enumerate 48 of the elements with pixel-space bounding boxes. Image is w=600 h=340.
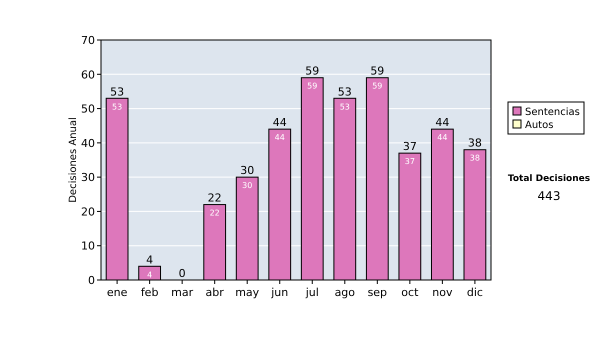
x-tick-label: feb — [140, 286, 158, 299]
x-tick-label: jun — [270, 286, 288, 299]
data-label: 59 — [307, 82, 318, 91]
data-label: 30 — [242, 181, 252, 190]
data-label: 59 — [372, 82, 382, 91]
x-tick-label: oct — [401, 286, 420, 299]
y-tick-label: 20 — [81, 205, 95, 218]
legend-label: Sentencias — [525, 107, 580, 118]
data-label: 53 — [340, 102, 350, 112]
x-tick-label: ago — [334, 286, 356, 299]
data-label: 4 — [147, 270, 152, 280]
legend-label: Autos — [525, 120, 554, 131]
total-label: 38 — [468, 136, 482, 150]
x-tick-label: may — [235, 286, 260, 299]
data-label: 44 — [437, 133, 448, 142]
total-label: 44 — [272, 116, 287, 130]
y-tick-label: 50 — [81, 102, 95, 116]
y-tick-label: 60 — [81, 68, 95, 82]
x-tick-label: nov — [432, 286, 453, 299]
y-axis-title: Decisiones Anual — [68, 117, 79, 203]
y-tick-label: 0 — [88, 274, 95, 287]
y-tick-label: 40 — [81, 136, 95, 150]
text: 443 — [538, 189, 560, 203]
total-label: 37 — [402, 140, 417, 154]
y-tick-label: 70 — [81, 34, 95, 47]
total-label: 53 — [110, 85, 124, 98]
y-tick-label: 10 — [81, 240, 95, 253]
data-label: 44 — [274, 133, 285, 142]
data-label: 37 — [404, 157, 415, 166]
total-label: 59 — [305, 64, 320, 78]
data-label: 22 — [210, 208, 220, 218]
total-label: 53 — [338, 85, 352, 98]
x-tick-label: sep — [368, 286, 388, 299]
x-tick-label: ene — [106, 286, 128, 299]
total-label: 0 — [178, 267, 186, 280]
x-tick-label: jul — [304, 286, 319, 299]
x-tick-label: mar — [171, 286, 194, 299]
y-tick-label: 30 — [81, 171, 95, 184]
data-label: 38 — [470, 154, 480, 163]
x-tick-label: abr — [206, 286, 224, 299]
total-label: 4 — [146, 253, 154, 266]
x-tick-label: dic — [466, 286, 483, 299]
text: Total Decisiones — [508, 174, 590, 184]
total-label: 44 — [435, 116, 450, 130]
total-label: 30 — [240, 164, 254, 178]
total-label: 59 — [370, 64, 384, 78]
total-label: 22 — [208, 192, 222, 205]
data-label: 53 — [112, 102, 122, 112]
